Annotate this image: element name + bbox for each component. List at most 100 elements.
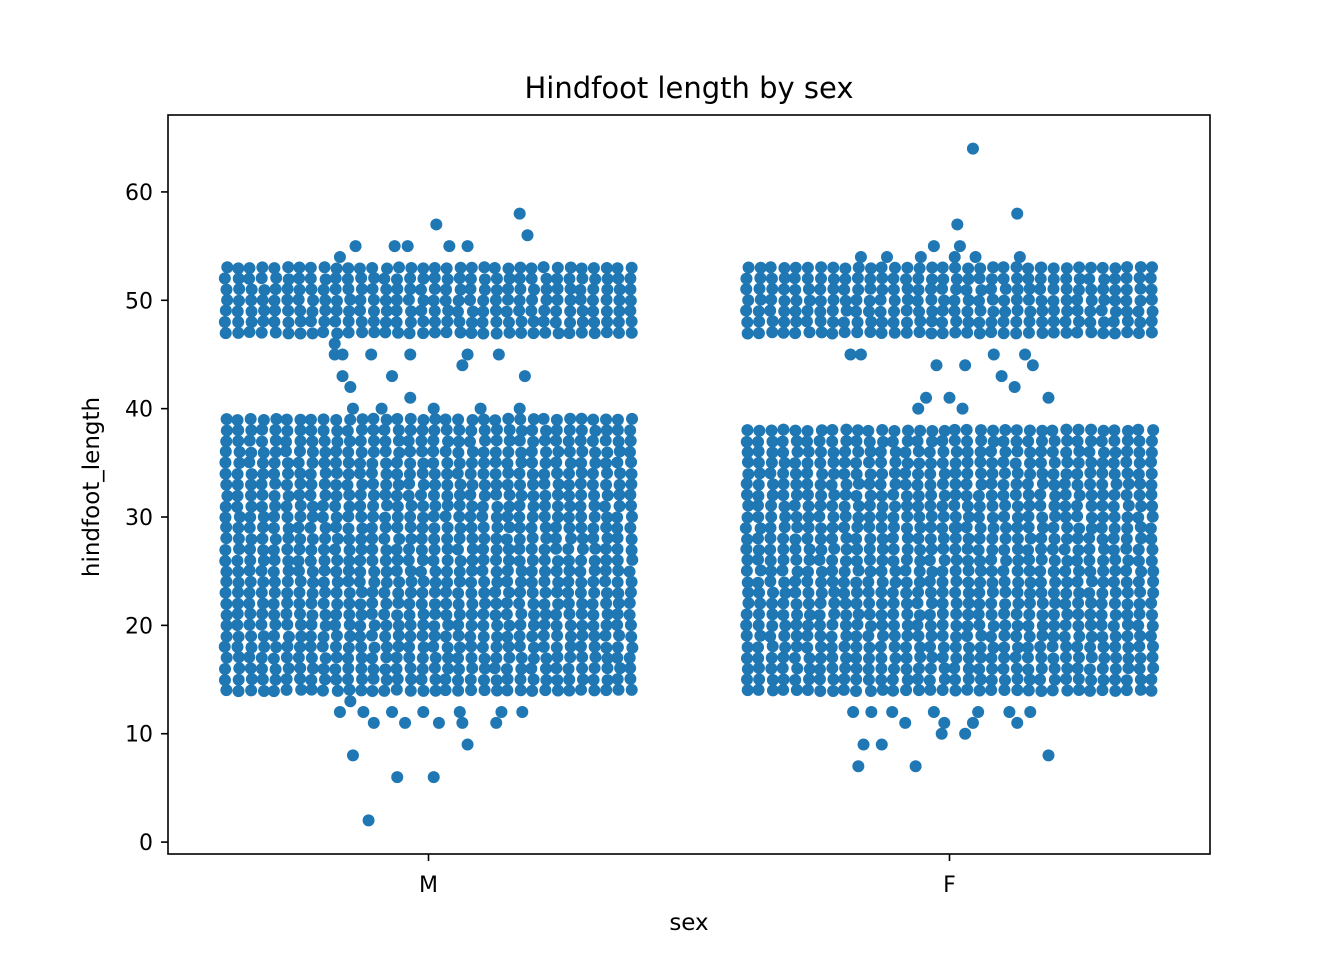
data-point xyxy=(741,663,754,676)
data-point xyxy=(1060,532,1073,545)
data-point xyxy=(353,262,366,275)
data-point xyxy=(268,315,281,328)
data-point xyxy=(478,575,491,588)
data-point xyxy=(258,685,271,697)
data-point xyxy=(887,619,900,632)
data-point xyxy=(390,456,403,469)
data-point xyxy=(840,435,853,448)
data-point xyxy=(365,607,378,620)
data-point xyxy=(267,598,280,611)
data-point xyxy=(1073,315,1085,328)
data-point xyxy=(305,544,318,557)
data-point xyxy=(777,467,790,480)
data-point xyxy=(1009,651,1022,664)
data-point xyxy=(232,294,245,307)
data-point xyxy=(527,490,540,503)
data-point xyxy=(600,521,613,534)
data-point xyxy=(391,771,404,784)
data-point xyxy=(827,467,840,480)
data-point xyxy=(466,597,479,610)
data-point xyxy=(551,684,564,697)
data-point xyxy=(390,651,403,664)
data-point xyxy=(600,261,613,274)
data-point xyxy=(912,402,925,415)
data-point xyxy=(256,423,269,436)
data-point xyxy=(378,608,391,621)
data-point xyxy=(1024,457,1037,470)
data-point xyxy=(452,652,465,665)
data-point xyxy=(790,294,803,307)
data-point xyxy=(586,435,599,447)
data-point xyxy=(513,499,526,512)
data-point xyxy=(330,629,343,642)
data-point xyxy=(776,662,789,675)
data-point xyxy=(244,489,257,502)
data-point xyxy=(388,240,401,253)
data-point xyxy=(258,640,271,653)
data-point xyxy=(319,273,332,286)
data-point xyxy=(417,457,430,470)
data-point xyxy=(380,283,393,296)
data-point xyxy=(1108,424,1121,437)
data-point xyxy=(232,435,245,448)
data-point xyxy=(814,295,827,308)
data-point xyxy=(753,467,766,480)
data-point xyxy=(491,521,504,534)
data-point xyxy=(564,640,577,653)
data-point xyxy=(269,618,282,631)
data-point xyxy=(282,630,295,643)
data-point xyxy=(269,446,282,459)
data-point xyxy=(537,315,550,328)
data-point xyxy=(563,424,576,437)
data-point xyxy=(563,272,576,285)
data-point xyxy=(465,608,478,621)
data-point xyxy=(938,467,951,480)
data-point xyxy=(333,250,346,263)
data-point xyxy=(850,662,863,675)
y-axis-label: hindfoot_length xyxy=(79,397,105,577)
data-point xyxy=(1121,630,1134,643)
data-point xyxy=(985,674,998,687)
data-point xyxy=(1146,500,1159,513)
data-point xyxy=(378,586,391,599)
data-point xyxy=(600,326,613,339)
data-point xyxy=(1083,446,1096,458)
data-point xyxy=(1109,262,1122,275)
data-point xyxy=(391,553,404,566)
data-point xyxy=(255,272,268,285)
data-point xyxy=(515,489,528,502)
data-point xyxy=(962,262,975,275)
data-point xyxy=(294,618,307,631)
data-point xyxy=(539,662,552,675)
data-point xyxy=(1120,489,1133,502)
data-point xyxy=(576,316,589,329)
data-point xyxy=(281,587,294,600)
data-point xyxy=(575,510,588,523)
data-point xyxy=(1134,282,1147,295)
data-point xyxy=(814,641,827,654)
data-point xyxy=(1133,435,1146,448)
data-point xyxy=(764,532,777,545)
data-point xyxy=(525,456,538,469)
data-point xyxy=(863,608,876,621)
data-point xyxy=(920,391,933,404)
data-point xyxy=(220,283,233,296)
data-point xyxy=(1010,662,1023,675)
data-point xyxy=(1061,576,1074,589)
data-point xyxy=(343,618,356,631)
data-point xyxy=(331,554,344,567)
data-point xyxy=(1012,576,1025,589)
data-point xyxy=(564,619,577,632)
data-point xyxy=(1071,640,1084,653)
data-point xyxy=(390,316,403,329)
data-point xyxy=(367,434,380,447)
data-point xyxy=(826,554,839,567)
data-point xyxy=(513,597,526,610)
data-point xyxy=(815,424,828,437)
data-point xyxy=(1010,424,1023,437)
data-point xyxy=(612,597,625,610)
data-point xyxy=(1058,543,1071,556)
data-point xyxy=(611,522,624,535)
data-point xyxy=(479,597,492,610)
